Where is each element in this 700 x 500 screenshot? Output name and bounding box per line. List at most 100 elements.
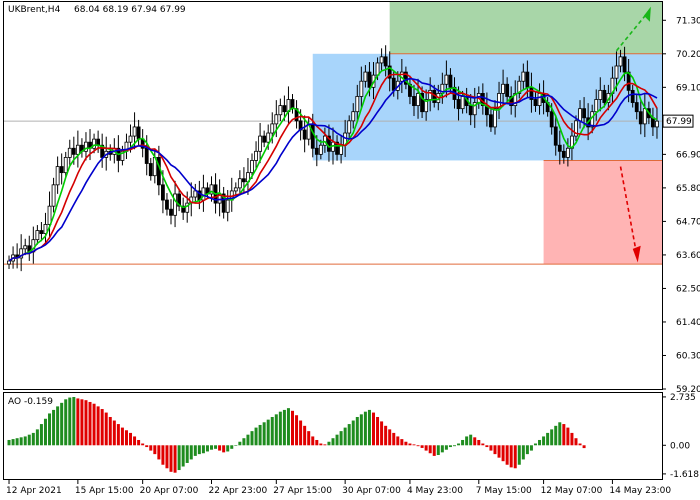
ao-bar: [396, 436, 400, 446]
candle-body: [412, 96, 416, 107]
candle-body: [75, 144, 80, 155]
time-axis: 12 Apr 2021 15 Apr 15:00 20 Apr 07:00 22 Ap…: [6, 480, 671, 496]
candle-body: [537, 93, 542, 107]
ohlc-label: 68.04 68.19 67.94 67.99: [74, 5, 186, 15]
candle-body: [574, 120, 578, 137]
ao-bar: [197, 445, 201, 455]
ao-bar: [444, 445, 448, 450]
time-tick-label: 20 Apr 07:00: [140, 486, 199, 496]
ao-bar: [270, 416, 274, 446]
ao-bar: [550, 429, 554, 446]
up-arrow-head: [643, 6, 651, 22]
ao-bar: [96, 406, 100, 446]
ao-bar: [436, 445, 440, 456]
candle-body: [367, 71, 372, 88]
ao-bar: [52, 409, 56, 446]
candle-body: [274, 114, 279, 125]
candle-body: [43, 224, 48, 234]
ao-bar: [570, 432, 574, 446]
ao-bar: [331, 438, 335, 446]
ao-bar: [517, 445, 521, 465]
candle-body: [655, 120, 659, 128]
ao-bar: [392, 432, 396, 446]
ao-bar: [145, 445, 149, 448]
ao-bar: [250, 431, 254, 446]
current-price-box: [662, 114, 694, 128]
candle-body: [100, 144, 105, 158]
ao-bar: [31, 432, 35, 446]
ao-bar: [104, 412, 108, 446]
up-arrow-line: [615, 10, 650, 52]
ao-bar: [497, 445, 501, 458]
price-tick-label: 63.60: [676, 251, 700, 261]
ao-bar: [64, 399, 68, 446]
ao-bar: [112, 420, 116, 446]
ao-bar: [282, 409, 286, 446]
candle-body: [63, 157, 68, 174]
ao-bar: [230, 445, 234, 449]
ao-bar: [412, 444, 416, 446]
ao-bar: [48, 413, 52, 446]
time-tick-label: 7 May 15:00: [476, 486, 532, 496]
candle-body: [513, 93, 518, 107]
candle-body: [242, 178, 246, 183]
candle-body: [92, 138, 96, 149]
ao-bar: [408, 443, 412, 446]
candle-body: [525, 71, 530, 88]
ao-bar: [542, 436, 546, 446]
candle-body: [323, 135, 327, 146]
candle-body: [282, 105, 287, 113]
ao-bar: [323, 444, 327, 446]
time-tick-label: 12 May 07:00: [541, 486, 603, 496]
ao-bar: [376, 416, 380, 446]
time-tick-label: 4 May 23:00: [407, 486, 463, 496]
ao-bar: [108, 416, 112, 446]
ao-bar: [307, 431, 311, 446]
ao-bar: [469, 434, 473, 446]
candle-body: [185, 202, 190, 213]
candle-body: [169, 208, 173, 216]
ao-bar: [60, 402, 64, 446]
time-tick-label: 27 Apr 15:00: [273, 486, 332, 496]
ao-bar: [299, 420, 303, 446]
ao-bar: [380, 421, 384, 446]
ao-bar: [165, 445, 169, 469]
candle-body: [335, 141, 339, 155]
candle-body: [582, 108, 586, 119]
ao-bar: [303, 425, 307, 446]
candle-body: [351, 111, 356, 122]
candle-body: [630, 89, 635, 103]
ao-bar: [355, 416, 359, 446]
ao-bar: [100, 409, 104, 446]
candle-body: [460, 96, 465, 110]
ao-bar: [262, 422, 266, 446]
candle-body: [428, 89, 433, 100]
candle-body: [84, 141, 88, 152]
ao-bar: [161, 445, 165, 465]
arrows-layer: [615, 6, 651, 263]
time-tick-label: 15 Apr 15:00: [75, 486, 134, 496]
price-tick-label: 69.10: [676, 83, 700, 93]
ao-bar: [448, 445, 452, 448]
ao-bar: [185, 445, 189, 463]
ao-bar: [481, 443, 485, 446]
ao-bar: [214, 445, 218, 449]
ao-bar: [384, 425, 388, 446]
ao-bar: [7, 439, 11, 446]
candle-body: [505, 83, 510, 97]
ao-bar: [335, 434, 339, 446]
candle-body: [67, 147, 72, 158]
ao-bar: [116, 424, 120, 446]
ao-bar: [440, 445, 444, 453]
candle-body: [318, 144, 323, 155]
ao-bar: [452, 445, 456, 447]
candle-body: [193, 190, 198, 198]
ao-bar: [80, 399, 84, 446]
candle-body: [456, 99, 461, 110]
ao-bar: [363, 411, 367, 446]
candle-body: [578, 108, 582, 122]
candle-body: [533, 99, 538, 107]
candle-body: [96, 138, 101, 146]
candle-body: [363, 71, 368, 82]
candle-body: [250, 160, 254, 174]
